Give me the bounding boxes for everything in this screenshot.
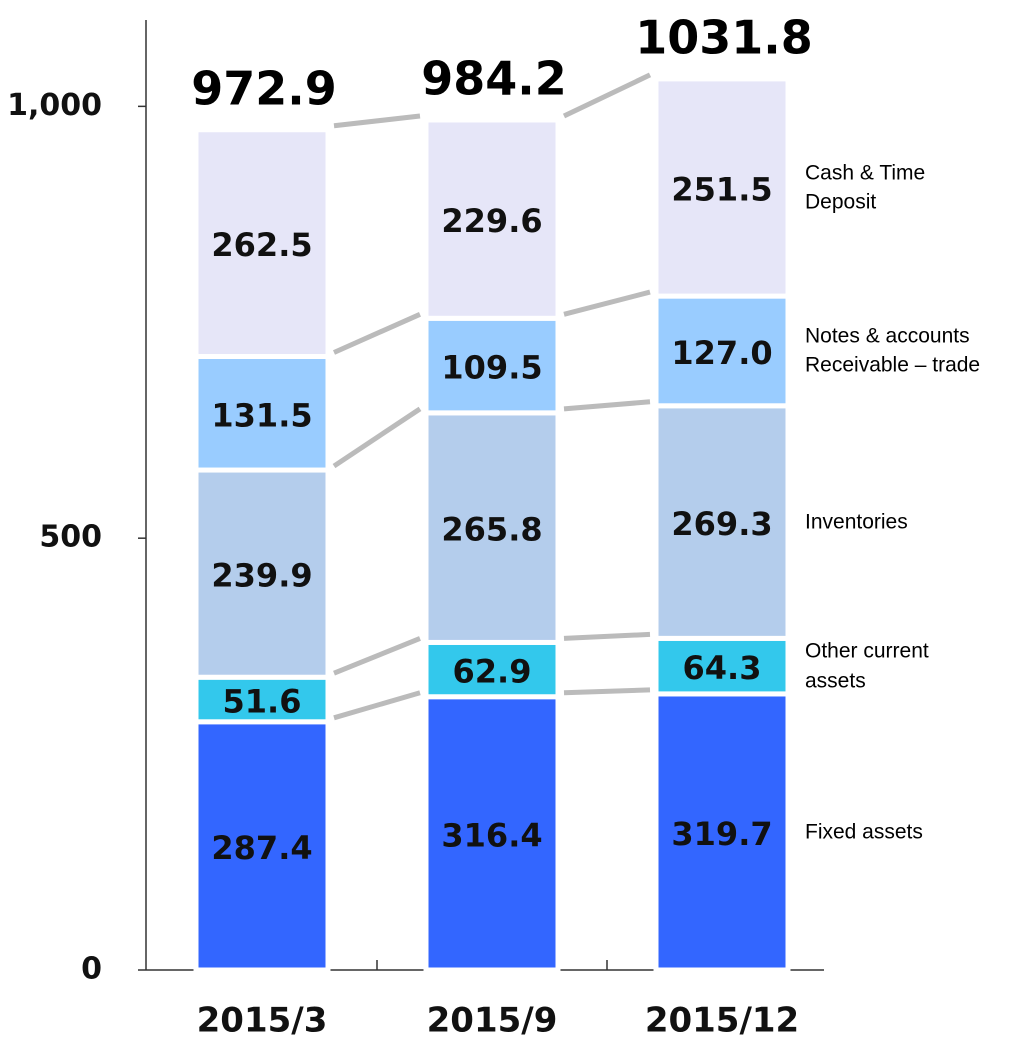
y-tick-label: 1,000 [7, 88, 102, 123]
bar-segment [423, 639, 561, 700]
x-tick-label: 2015/12 [645, 1001, 799, 1040]
connector [563, 687, 651, 696]
connector [563, 631, 651, 641]
legend-label: Inventories [805, 510, 908, 534]
data-label: 316.4 [441, 816, 542, 854]
total-label: 1031.8 [635, 10, 813, 64]
total-label: 972.9 [191, 61, 337, 115]
data-label: 109.5 [441, 349, 542, 387]
bar-segment [653, 691, 791, 973]
data-label: 62.9 [453, 653, 532, 691]
legend-label: Fixed assets [805, 820, 923, 844]
y-tick-label: 0 [81, 952, 102, 987]
bar-segment [193, 127, 331, 359]
legend-label: Cash & Time Deposit [805, 161, 926, 214]
bar-segment [653, 403, 791, 641]
total-label: 984.2 [421, 52, 567, 106]
connector [563, 399, 651, 412]
data-label: 287.4 [211, 829, 312, 867]
connector [333, 690, 421, 721]
data-label: 127.0 [671, 334, 772, 372]
legend-label: Notes & accounts Receivable – trade [805, 324, 981, 377]
bar-segment [193, 467, 331, 680]
bar-segment [193, 353, 331, 473]
connector [332, 406, 422, 469]
connector [333, 113, 421, 129]
bar-segment [653, 635, 791, 697]
x-tick-label: 2015/9 [427, 1001, 558, 1040]
data-label: 269.3 [671, 505, 772, 543]
data-label: 319.7 [671, 815, 772, 853]
data-label: 239.9 [211, 557, 312, 595]
data-label: 262.5 [211, 226, 312, 264]
bar-segment [193, 719, 331, 973]
data-label: 131.5 [211, 396, 312, 434]
connector [332, 312, 422, 355]
legend-label: Other current assets [805, 639, 929, 693]
x-tick-label: 2015/3 [197, 1001, 328, 1040]
connector [333, 636, 421, 676]
bar-segment [423, 117, 561, 321]
data-label: 265.8 [441, 511, 542, 549]
connector [563, 289, 651, 317]
y-tick-label: 500 [39, 520, 102, 555]
bar-segment [423, 410, 561, 645]
connector [562, 72, 652, 119]
data-label: 251.5 [671, 171, 772, 209]
data-label: 51.6 [223, 683, 302, 721]
data-label: 229.6 [441, 202, 542, 240]
bar-segment [423, 694, 561, 973]
bar-segment [193, 674, 331, 725]
data-label: 64.3 [683, 649, 762, 687]
bar-segment [653, 76, 791, 299]
